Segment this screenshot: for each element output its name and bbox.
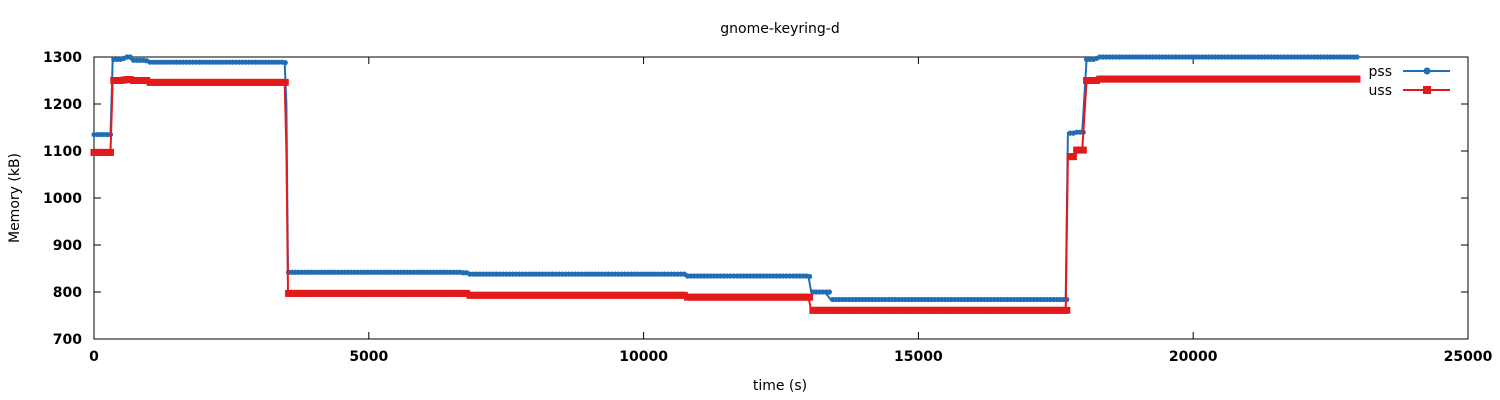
series-point-uss — [1079, 146, 1087, 154]
x-tick-label: 0 — [89, 349, 99, 365]
x-tick-label: 20000 — [1169, 349, 1218, 365]
y-tick-label: 700 — [53, 332, 82, 348]
x-tick-label: 15000 — [894, 349, 943, 365]
x-tick-label: 10000 — [619, 349, 668, 365]
series-uss — [90, 75, 1361, 314]
series-point-pss — [1354, 54, 1360, 60]
x-axis-label: time (s) — [753, 378, 807, 394]
y-axis: 700 800 900 1000 1100 1200 1300 — [43, 50, 1468, 348]
chart-title: gnome-keyring-d — [720, 21, 839, 37]
series-line-pss — [94, 55, 1359, 301]
y-tick-label: 1000 — [43, 191, 82, 207]
y-tick-label: 1200 — [43, 97, 82, 113]
series-point-uss — [106, 148, 114, 156]
series-point-uss — [806, 293, 814, 301]
series-point-uss — [1353, 75, 1361, 83]
x-tick-label: 5000 — [349, 349, 388, 365]
series-point-pss — [127, 54, 133, 60]
series-point-pss — [806, 273, 813, 280]
legend-label-pss: pss — [1369, 64, 1392, 80]
legend-marker-uss — [1423, 86, 1431, 94]
series-pss — [91, 54, 1360, 303]
y-axis-label: Memory (kB) — [7, 153, 23, 243]
series-point-pss — [826, 289, 832, 295]
y-tick-label: 900 — [53, 238, 82, 254]
x-axis: 0 5000 10000 15000 20000 25000 — [89, 57, 1493, 365]
y-tick-label: 1300 — [43, 50, 82, 66]
legend-marker-pss — [1423, 67, 1431, 75]
series-point-pss — [282, 60, 288, 66]
series-layer — [90, 54, 1361, 314]
y-tick-label: 800 — [53, 285, 82, 301]
legend: pss uss — [1369, 64, 1450, 99]
legend-label-uss: uss — [1369, 83, 1392, 99]
series-point-uss — [1063, 306, 1071, 314]
series-point-uss — [281, 78, 289, 86]
x-tick-label: 25000 — [1444, 349, 1493, 365]
series-point-uss — [1069, 153, 1077, 161]
y-tick-label: 1100 — [43, 144, 82, 160]
